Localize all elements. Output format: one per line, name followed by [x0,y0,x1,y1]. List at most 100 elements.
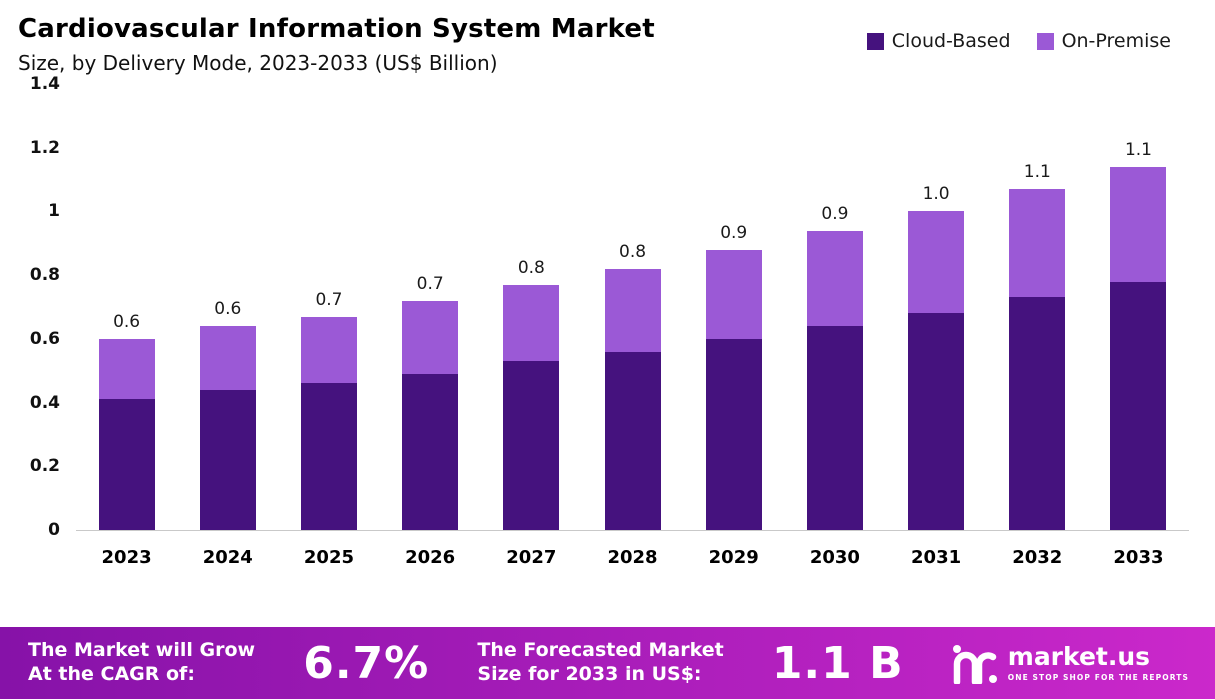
bar-segment-on-premise [98,338,155,400]
x-tick-label: 2027 [506,547,557,568]
legend-swatch [1036,32,1054,50]
bar-segment-cloud-based [402,373,459,530]
y-tick-label: 1 [48,201,60,222]
bar-segment-cloud-based [503,361,560,530]
brand-name: market.us [1007,642,1151,671]
bar-group-2032: 1.1 [987,162,1088,530]
bar-group-2031: 1.0 [886,184,987,530]
bar-segment-cloud-based [908,313,965,530]
bar-segment-cloud-based [705,338,762,530]
bar-value-label: 0.7 [416,273,444,294]
y-tick-label: 0.2 [29,456,60,477]
bar-segment-on-premise [300,316,357,384]
y-tick-label: 0.8 [29,265,60,286]
footer-banner: The Market will Grow At the CAGR of: 6.7… [0,627,1215,699]
y-tick-label: 0.6 [29,328,60,349]
bar-value-label: 0.8 [517,257,545,278]
stacked-bar [1009,189,1066,530]
bar-value-label: 0.9 [720,222,748,243]
bar-group-2023: 0.6 [76,312,177,530]
bar-group-2028: 0.8 [582,242,683,530]
bar-value-label: 0.9 [821,203,849,224]
bar-segment-cloud-based [98,399,155,530]
x-tick-label: 2028 [607,547,658,568]
bar-segment-on-premise [604,268,661,352]
bar-segment-cloud-based [806,326,863,530]
bar-segment-on-premise [199,326,256,390]
chart-header: Cardiovascular Information System Market… [0,0,1215,75]
stacked-bar [604,268,661,530]
stacked-bar [503,284,560,530]
x-tick-label: 2023 [101,547,152,568]
bar-segment-cloud-based [604,351,661,530]
bar-group-2030: 0.9 [784,204,885,530]
legend-label: On-Premise [1061,30,1171,52]
x-tick-label: 2029 [708,547,759,568]
legend-label: Cloud-Based [891,30,1011,52]
y-tick-label: 0 [48,520,60,540]
x-tick-label: 2031 [911,547,962,568]
stacked-bar-chart: 0 0.2 0.4 0.6 0.8 1 1.2 1.4 0.6 0.6 0.7 0.7 0.8 0.8 0… [0,74,1215,568]
bar-value-label: 0.6 [214,299,242,320]
bar-segment-on-premise [1110,166,1167,282]
x-axis: 2023 2024 2025 2026 2027 2028 2029 2030 2031 2032… [76,531,1189,568]
bar-value-label: 1.1 [1124,139,1152,160]
legend-item-on-premise: On-Premise [1036,30,1171,52]
y-tick-label: 1.2 [29,137,60,158]
plot-wrap: 0.6 0.6 0.7 0.7 0.8 0.8 0.9 0.9 1.0 1.1 1.1 2023 20… [76,85,1189,568]
bar-segment-on-premise [503,284,560,362]
market-us-logo-icon [952,645,997,684]
bar-group-2029: 0.9 [683,223,784,530]
chart-title: Cardiovascular Information System Market [18,14,655,44]
cagr-value: 6.7% [303,637,430,689]
bar-segment-cloud-based [199,389,256,530]
bar-segment-on-premise [806,230,863,327]
bar-segment-on-premise [1009,189,1066,298]
bar-group-2024: 0.6 [177,299,278,530]
legend-item-cloud-based: Cloud-Based [866,30,1011,52]
bar-value-label: 0.7 [315,289,343,310]
x-tick-label: 2026 [405,547,456,568]
bar-group-2027: 0.8 [481,258,582,530]
bar-group-2033: 1.1 [1088,140,1189,530]
bar-segment-on-premise [402,300,459,374]
legend-swatch [866,32,884,50]
bar-value-label: 0.6 [113,311,141,332]
y-tick-label: 0.4 [29,392,60,413]
bar-value-label: 0.8 [619,241,647,262]
y-axis: 0 0.2 0.4 0.6 0.8 1 1.2 1.4 [0,74,76,540]
forecast-value: 1.1 B [771,637,904,689]
stacked-bar [806,230,863,530]
x-tick-label: 2024 [202,547,253,568]
cagr-label: The Market will Grow At the CAGR of: [28,639,256,685]
bar-value-label: 1.1 [1023,162,1051,183]
bar-segment-cloud-based [300,383,357,530]
stacked-bar [908,211,965,530]
stacked-bar [98,338,155,530]
bar-group-2026: 0.7 [380,274,481,530]
stacked-bar [300,316,357,530]
stacked-bar [402,300,459,530]
bar-segment-on-premise [705,249,762,339]
brand-tagline: ONE STOP SHOP FOR THE REPORTS [1007,673,1189,682]
market-us-logo: market.us ONE STOP SHOP FOR THE REPORTS [952,642,1189,684]
bar-segment-on-premise [908,211,965,314]
forecast-label: The Forecasted Market Size for 2033 in U… [477,639,724,685]
stacked-bar [1110,166,1167,530]
brand-text: market.us ONE STOP SHOP FOR THE REPORTS [1008,644,1189,682]
x-tick-label: 2025 [303,547,355,568]
x-tick-label: 2032 [1012,547,1063,568]
bar-segment-cloud-based [1110,281,1167,530]
y-tick-label: 1.4 [29,74,60,94]
stacked-bar [199,326,256,530]
bar-value-label: 1.0 [922,184,950,205]
legend: Cloud-Based On-Premise [866,30,1171,52]
bar-segment-cloud-based [1009,297,1066,530]
bar-group-2025: 0.7 [278,290,379,530]
x-tick-label: 2033 [1113,547,1164,568]
x-tick-label: 2030 [809,547,860,568]
plot-area: 0.6 0.6 0.7 0.7 0.8 0.8 0.9 0.9 1.0 1.1 1.1 [76,85,1189,531]
stacked-bar [705,249,762,530]
chart-subtitle: Size, by Delivery Mode, 2023-2033 (US$ B… [18,51,498,75]
